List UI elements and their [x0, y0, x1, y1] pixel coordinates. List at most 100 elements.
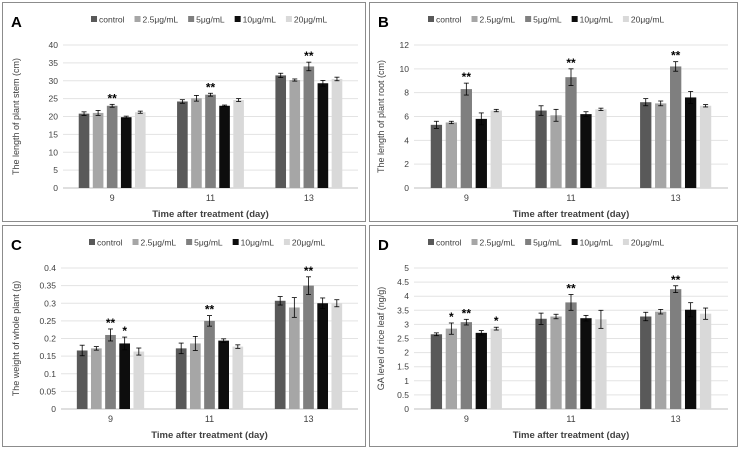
x-tick-label-9: 9 [464, 193, 469, 203]
legend-swatch-5ug-ml [525, 16, 532, 22]
bar-10ug-ml-day-13 [684, 309, 697, 409]
panel-letter-c: C [11, 237, 22, 254]
y-tick-label: 0.05 [39, 386, 56, 396]
legend-label-10ug-ml: 10μg/mL [241, 238, 275, 248]
bar-20ug-ml-day-9 [133, 351, 145, 409]
legend-swatch-20ug-ml [283, 239, 290, 245]
bar-20ug-ml-day-11 [595, 319, 607, 409]
legend-label-control: control [97, 238, 123, 248]
bar-20ug-ml-day-11 [595, 109, 607, 188]
y-tick-label: 0.25 [39, 316, 56, 326]
bar-5ug-ml-day-13 [670, 66, 682, 188]
legend-label-5ug-ml: 5μg/mL [194, 238, 223, 248]
bar-control-day-13 [275, 75, 287, 188]
bar-10ug-ml-day-11 [219, 105, 230, 188]
y-tick-label: 25 [49, 94, 59, 104]
legend-label-20ug-ml: 20μg/mL [294, 15, 328, 25]
y-tick-label: 4.5 [397, 277, 409, 287]
significance-marker: ** [107, 91, 117, 105]
legend-label-5ug-ml: 5μg/mL [196, 15, 225, 25]
y-tick-label: 20 [49, 112, 59, 122]
bar-5ug-ml-day-9 [460, 322, 472, 409]
bar-5ug-ml-day-13 [303, 285, 314, 409]
bar-20ug-ml-day-11 [233, 100, 244, 188]
bar-10ug-ml-day-9 [475, 118, 487, 188]
bar-10ug-ml-day-9 [475, 332, 487, 409]
bar-2-5ug-ml-day-11 [191, 98, 202, 188]
bar-5ug-ml-day-11 [204, 320, 215, 409]
significance-marker: ** [671, 273, 681, 287]
x-tick-label-13: 13 [304, 193, 314, 203]
legend-swatch-20ug-ml [622, 239, 629, 245]
x-axis-title: Time after treatment (day) [151, 430, 268, 441]
bar-2-5ug-ml-day-11 [189, 343, 201, 409]
legend-label-control: control [99, 15, 125, 25]
legend-swatch-control [91, 16, 97, 22]
y-tick-label: 0 [404, 183, 409, 193]
legend-swatch-10ug-ml [571, 16, 578, 22]
bar-control-day-9 [76, 350, 88, 409]
x-axis-title: Time after treatment (day) [513, 209, 630, 220]
significance-marker: ** [462, 306, 472, 320]
bar-10ug-ml-day-11 [580, 114, 592, 188]
y-tick-label: 10 [400, 64, 410, 74]
bar-control-day-11 [177, 101, 188, 188]
y-tick-label: 4 [404, 291, 409, 301]
legend-label-control: control [436, 238, 462, 248]
x-tick-label-11: 11 [206, 193, 215, 203]
significance-marker: ** [462, 70, 472, 84]
bar-20ug-ml-day-9 [490, 110, 502, 188]
bar-2-5ug-ml-day-11 [550, 316, 562, 409]
bar-5ug-ml-day-13 [303, 66, 315, 188]
bar-20ug-ml-day-9 [490, 328, 502, 409]
panel-letter-b: B [378, 14, 389, 31]
y-tick-label: 15 [49, 129, 59, 139]
x-axis-title: Time after treatment (day) [152, 209, 269, 220]
bar-control-day-13 [274, 300, 286, 409]
y-axis-title: The length of plant stem (cm) [11, 58, 21, 175]
x-tick-label-9: 9 [110, 193, 115, 203]
bar-5ug-ml-day-11 [205, 94, 216, 188]
y-tick-label: 5 [404, 263, 409, 273]
legend-swatch-10ug-ml [234, 16, 241, 22]
legend-label-control: control [436, 15, 462, 25]
legend-label-20ug-ml: 20μg/mL [292, 238, 326, 248]
legend-label-10ug-ml: 10μg/mL [243, 15, 277, 25]
bar-20ug-ml-day-11 [232, 346, 244, 409]
legend-label-5ug-ml: 5μg/mL [533, 238, 562, 248]
bar-control-day-11 [535, 318, 547, 409]
legend-label-20ug-ml: 20μg/mL [631, 238, 665, 248]
bar-5ug-ml-day-9 [105, 334, 116, 409]
significance-marker: ** [671, 49, 681, 63]
y-tick-label: 0.3 [44, 298, 56, 308]
legend-swatch-control [89, 239, 95, 245]
bar-2-5ug-ml-day-13 [289, 80, 301, 188]
y-tick-label: 3.5 [397, 305, 409, 315]
y-tick-label: 40 [49, 40, 59, 50]
y-tick-label: 5 [53, 165, 58, 175]
bar-5ug-ml-day-13 [670, 289, 682, 409]
x-tick-label-11: 11 [566, 414, 575, 424]
panel-letter-d: D [378, 237, 389, 254]
bar-control-day-9 [78, 113, 90, 188]
bar-2-5ug-ml-day-9 [445, 122, 458, 188]
y-tick-label: 0 [51, 404, 56, 414]
y-tick-label: 4 [404, 135, 409, 145]
y-tick-label: 6 [404, 112, 409, 122]
x-tick-label-9: 9 [108, 414, 113, 424]
bar-control-day-11 [175, 348, 187, 409]
legend-label-20ug-ml: 20μg/mL [631, 15, 665, 25]
bar-10ug-ml-day-11 [580, 318, 592, 409]
y-axis-title: The length of plant root (cm) [376, 60, 386, 173]
legend-swatch-20ug-ml [285, 16, 292, 22]
x-axis-title: Time after treatment (day) [513, 430, 630, 441]
y-tick-label: 3 [404, 319, 409, 329]
bar-20ug-ml-day-13 [699, 105, 712, 188]
legend-swatch-5ug-ml [525, 239, 532, 245]
legend-label-10ug-ml: 10μg/mL [580, 15, 614, 25]
